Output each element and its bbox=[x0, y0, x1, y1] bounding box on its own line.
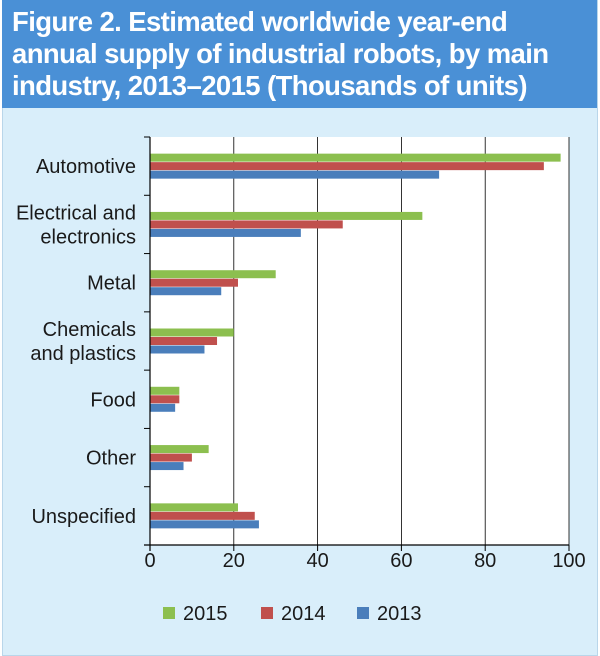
bar-food-2015 bbox=[150, 386, 180, 395]
bar-automotive-2015 bbox=[150, 153, 561, 162]
x-tick-label-0: 0 bbox=[144, 550, 155, 572]
bar-chemicals-and-plastics-2013 bbox=[150, 345, 205, 354]
bar-other-2013 bbox=[150, 462, 184, 471]
bar-electrical-and-electronics-2015 bbox=[150, 211, 423, 220]
bar-unspecified-2015 bbox=[150, 503, 238, 512]
x-tick-label-100: 100 bbox=[552, 550, 585, 572]
bar-food-2013 bbox=[150, 403, 176, 412]
bar-unspecified-2014 bbox=[150, 511, 255, 520]
bar-chemicals-and-plastics-2014 bbox=[150, 337, 218, 345]
bar-other-2015 bbox=[150, 445, 209, 454]
legend-label-2013: 2013 bbox=[377, 603, 422, 625]
legend-label-2014: 2014 bbox=[281, 603, 326, 625]
bar-other-2014 bbox=[150, 453, 192, 462]
bar-automotive-2013 bbox=[150, 170, 440, 179]
category-label-automotive: Automotive bbox=[36, 156, 136, 178]
x-tick-label-80: 80 bbox=[474, 550, 496, 572]
legend-label-2015: 2015 bbox=[183, 603, 228, 625]
bar-metal-2013 bbox=[150, 287, 222, 296]
figure-title: Figure 2. Estimated worldwide year-end a… bbox=[2, 0, 597, 108]
bar-food-2014 bbox=[150, 395, 180, 404]
category-label-electrical-and-electronics: Electrical and electronics bbox=[16, 202, 136, 248]
x-tick-label-20: 20 bbox=[223, 550, 245, 572]
bar-chemicals-and-plastics-2015 bbox=[150, 328, 234, 337]
legend-swatch-2014 bbox=[261, 607, 273, 619]
legend-swatch-2013 bbox=[357, 607, 369, 619]
legend-swatch-2015 bbox=[163, 607, 175, 619]
category-label-food: Food bbox=[90, 389, 136, 411]
bar-electrical-and-electronics-2014 bbox=[150, 220, 343, 229]
x-tick-label-60: 60 bbox=[390, 550, 412, 572]
category-label-chemicals-and-plastics: Chemicals and plastics bbox=[30, 319, 136, 365]
bar-metal-2014 bbox=[150, 278, 238, 287]
bar-automotive-2014 bbox=[150, 162, 544, 171]
bar-metal-2015 bbox=[150, 270, 276, 279]
category-label-unspecified: Unspecified bbox=[31, 506, 136, 528]
bar-electrical-and-electronics-2013 bbox=[150, 228, 301, 237]
category-label-metal: Metal bbox=[87, 273, 136, 295]
category-label-other: Other bbox=[86, 448, 136, 470]
plot-area bbox=[150, 137, 569, 545]
x-tick-label-40: 40 bbox=[306, 550, 328, 572]
bar-unspecified-2013 bbox=[150, 520, 259, 529]
